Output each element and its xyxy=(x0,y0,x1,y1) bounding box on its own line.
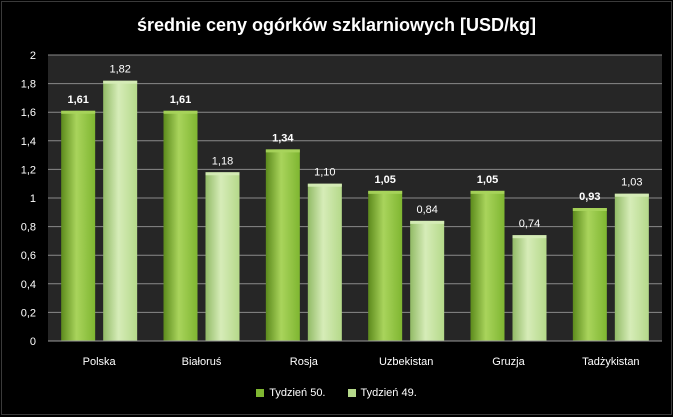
data-label: 1,61 xyxy=(67,94,88,106)
bar-gruzja-series-0 xyxy=(470,190,505,341)
data-label: 1,10 xyxy=(314,167,335,179)
y-tick-label: 0,2 xyxy=(21,307,36,319)
y-tick-label: 0 xyxy=(30,336,36,348)
bar-top xyxy=(614,193,649,197)
y-tick-label: 1,6 xyxy=(21,107,36,119)
bar-top xyxy=(410,220,445,224)
data-label: 1,34 xyxy=(272,132,294,144)
data-label: 0,74 xyxy=(519,218,540,230)
bar-top xyxy=(307,183,342,187)
bar-top xyxy=(163,110,198,114)
bar-polska-series-0 xyxy=(61,110,96,342)
bar-top xyxy=(61,110,96,114)
data-label: 1,18 xyxy=(212,155,233,167)
y-tick-label: 1 xyxy=(30,193,36,205)
x-tick-label: Polska xyxy=(83,356,117,368)
bar-uzbekistan-series-1 xyxy=(410,220,445,341)
y-tick-label: 1,4 xyxy=(21,136,36,148)
bar-top xyxy=(265,149,300,153)
data-labels: 1,61 1,82 1,61 1,18 1,34 1,10 1,05 0,84 1,05 0,74… xyxy=(67,64,642,230)
gridlines xyxy=(48,54,662,313)
y-tick-label: 2 xyxy=(30,50,36,62)
y-tick-label: 0,6 xyxy=(21,250,36,262)
data-label: 1,03 xyxy=(621,177,642,189)
legend: Tydzień 50. Tydzień 49. xyxy=(2,387,671,399)
y-tick-label: 0,8 xyxy=(21,222,36,234)
bar-białoruś-series-1 xyxy=(205,172,240,341)
x-tick-label: Tadżykistan xyxy=(582,356,639,368)
bar-tadżykistan-series-1 xyxy=(614,193,649,341)
bar-top xyxy=(205,172,240,176)
bar-top xyxy=(470,190,505,194)
data-label: 1,05 xyxy=(477,174,498,186)
bar-uzbekistan-series-0 xyxy=(368,190,403,341)
bar-top xyxy=(512,235,547,239)
chart-title: średnie ceny ogórków szklarniowych [USD/… xyxy=(136,15,537,35)
data-label: 1,82 xyxy=(109,64,130,76)
bar-top xyxy=(368,190,403,194)
legend-swatch xyxy=(256,389,265,397)
x-tick-label: Uzbekistan xyxy=(379,356,433,368)
legend-label: Tydzień 50. xyxy=(269,387,326,399)
bar-top xyxy=(103,80,138,84)
x-tick-label: Białoruś xyxy=(182,356,222,368)
bar-gruzja-series-1 xyxy=(512,235,547,341)
y-tick-label: 0,4 xyxy=(21,279,36,291)
data-label: 1,05 xyxy=(374,174,395,186)
x-tick-label: Gruzja xyxy=(492,356,525,368)
legend-item-series-1: Tydzień 49. xyxy=(347,387,417,399)
bar-białoruś-series-0 xyxy=(163,110,198,342)
data-label: 1,61 xyxy=(170,94,191,106)
y-tick-label: 1,8 xyxy=(21,79,36,91)
bar-top xyxy=(572,208,607,212)
bar-rosja-series-0 xyxy=(265,149,300,341)
data-label: 0,93 xyxy=(579,191,600,203)
bar-tadżykistan-series-0 xyxy=(572,208,607,341)
bar-polska-series-1 xyxy=(103,80,138,342)
data-label: 0,84 xyxy=(416,204,437,216)
legend-swatch xyxy=(347,389,356,397)
x-tick-label: Rosja xyxy=(290,356,319,368)
legend-item-series-0: Tydzień 50. xyxy=(256,387,326,399)
legend-label: Tydzień 49. xyxy=(360,387,417,399)
bars xyxy=(61,80,649,342)
bar-rosja-series-1 xyxy=(307,183,342,341)
y-tick-label: 1,2 xyxy=(21,164,36,176)
